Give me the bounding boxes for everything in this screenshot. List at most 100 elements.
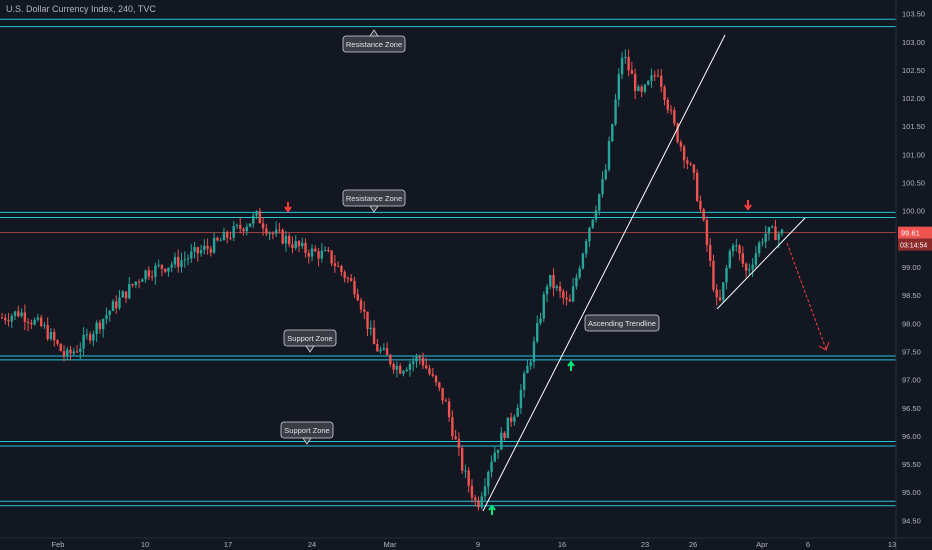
candle-body	[487, 472, 490, 487]
candle-body	[7, 320, 10, 322]
annotation-label[interactable]: Support Zone	[280, 421, 334, 445]
candle-body	[154, 265, 157, 277]
projection-arrow-head	[818, 341, 830, 351]
candle-body	[660, 75, 663, 87]
y-tick-label: 94.50	[902, 516, 921, 525]
candle-body	[199, 250, 203, 254]
candle-body	[13, 311, 17, 316]
y-tick-label: 102.00	[902, 94, 925, 103]
candle-body	[464, 470, 467, 472]
svg-text:Support Zone: Support Zone	[284, 426, 329, 435]
candle-body	[764, 233, 767, 242]
candle-body	[62, 351, 66, 356]
y-tick-label: 100.50	[902, 179, 925, 188]
candle-body	[242, 228, 245, 232]
candle-body	[633, 74, 637, 91]
candle-body	[767, 227, 771, 234]
candle-body	[780, 229, 784, 234]
candle-body	[314, 248, 317, 252]
candle-body	[666, 99, 669, 110]
candle-body	[261, 223, 265, 229]
candle-body	[310, 248, 314, 257]
candle-body	[343, 272, 346, 279]
candle-body	[30, 323, 33, 325]
candle-body	[69, 349, 72, 354]
annotation-label[interactable]: Resistance Zone	[342, 189, 406, 213]
candle-body	[235, 225, 239, 227]
y-tick-label: 103.00	[902, 38, 925, 47]
candle-body	[460, 447, 464, 471]
candle-body	[363, 309, 366, 312]
trendline-2[interactable]	[716, 217, 806, 310]
candle-body	[389, 354, 392, 365]
candle-body	[738, 245, 741, 254]
candle-body	[177, 257, 180, 268]
candle-body	[39, 317, 43, 326]
annotation-label[interactable]: Support Zone	[283, 329, 337, 353]
candle-body	[731, 245, 735, 252]
candle-body	[447, 401, 451, 418]
candle-body	[607, 141, 611, 170]
candle-body	[451, 417, 454, 437]
down-arrow-icon	[744, 200, 752, 211]
candle-body	[722, 282, 725, 301]
price-tag-value: 99.61	[901, 229, 920, 238]
candle-body	[173, 257, 177, 265]
candle-body	[751, 264, 754, 270]
candle-body	[287, 235, 291, 245]
candle-body	[353, 280, 356, 295]
x-tick-label: 23	[641, 540, 649, 549]
x-tick-label: 26	[689, 540, 697, 549]
candle-body	[415, 356, 418, 362]
candle-body	[255, 211, 258, 216]
candle-body	[10, 315, 13, 322]
candle-body	[327, 249, 330, 251]
markers-layer	[284, 200, 752, 515]
candle-body	[470, 485, 474, 498]
price-tag-bg	[898, 226, 932, 239]
annotation-label[interactable]: Ascending Trendline	[584, 314, 660, 332]
candle-body	[105, 314, 108, 320]
candle-body	[248, 223, 252, 227]
up-arrow-icon	[567, 360, 575, 371]
candle-body	[291, 244, 294, 248]
candle-body	[150, 276, 154, 278]
candle-body	[157, 264, 160, 266]
candle-body	[372, 327, 376, 345]
candle-body	[643, 84, 647, 92]
candle-body	[503, 432, 506, 439]
candle-body	[509, 417, 513, 422]
y-tick-label: 96.50	[902, 404, 921, 413]
y-tick-label: 101.50	[902, 122, 925, 131]
candle-body	[108, 310, 111, 315]
candle-body	[421, 357, 425, 366]
candle-body	[467, 470, 470, 486]
candle-body	[474, 497, 477, 501]
candle-body	[92, 333, 95, 341]
trendline-1[interactable]	[482, 34, 726, 512]
candle-body	[333, 263, 337, 266]
candle-body	[359, 300, 363, 310]
y-tick-label: 97.00	[902, 376, 921, 385]
x-tick-label: 16	[558, 540, 566, 549]
y-tick-label: 98.00	[902, 319, 921, 328]
candle-body	[715, 289, 718, 298]
candle-body	[637, 86, 640, 91]
candle-body	[245, 226, 248, 232]
candles-layer	[0, 49, 784, 511]
zones-layer	[0, 18, 896, 507]
svg-text:Resistance Zone: Resistance Zone	[346, 40, 402, 49]
candle-body	[206, 245, 209, 249]
candle-body	[588, 227, 591, 242]
down-arrow-icon	[284, 202, 292, 213]
candle-body	[584, 241, 588, 254]
y-tick-label: 101.00	[902, 150, 925, 159]
candle-body	[395, 365, 399, 370]
candle-body	[532, 341, 536, 362]
candle-body	[549, 274, 552, 287]
candle-body	[431, 373, 434, 376]
candle-body	[444, 400, 448, 402]
candle-body	[59, 343, 62, 352]
annotation-label[interactable]: Resistance Zone	[342, 29, 406, 53]
